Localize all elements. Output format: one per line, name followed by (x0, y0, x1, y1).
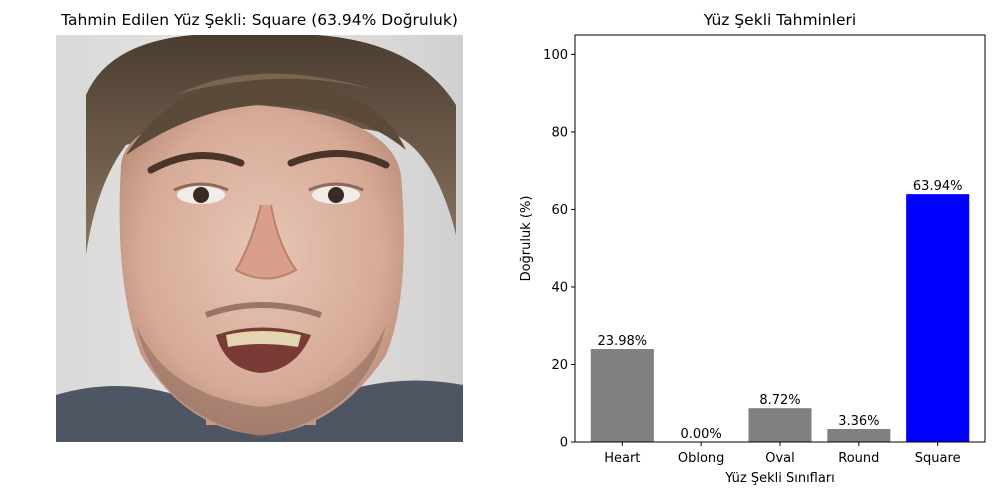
bar-value-label: 0.00% (680, 427, 721, 442)
y-tick-label: 20 (551, 358, 568, 373)
x-tick-label: Oval (765, 451, 795, 466)
bar-round (827, 428, 891, 442)
predicted-shape-title: Tahmin Edilen Yüz Şekli: Square (63.94% … (61, 11, 458, 29)
bar-square (906, 194, 970, 442)
y-tick-label: 100 (543, 48, 568, 63)
bar-value-label: 8.72% (759, 393, 800, 408)
y-tick-label: 0 (560, 436, 568, 451)
plot-area-frame (574, 34, 986, 443)
bar-value-label: 3.36% (838, 414, 879, 429)
x-tick-label: Oblong (678, 451, 725, 466)
chart-title: Yüz Şekli Tahminleri (703, 11, 857, 29)
y-tick-label: 40 (551, 280, 568, 295)
x-axis-label: Yüz Şekli Sınıfları (724, 471, 835, 486)
y-tick-label: 60 (551, 203, 568, 218)
face-photo (56, 35, 463, 442)
bar-heart (590, 349, 654, 442)
y-tick-label: 80 (551, 125, 568, 140)
y-axis-label: Doğruluk (%) (519, 196, 534, 282)
x-tick-label: Heart (604, 451, 640, 466)
x-tick-label: Round (838, 451, 879, 466)
bar-oval (748, 408, 812, 442)
bar-value-label: 63.94% (913, 179, 963, 194)
bar-value-label: 23.98% (598, 334, 648, 349)
x-tick-label: Square (915, 451, 961, 466)
